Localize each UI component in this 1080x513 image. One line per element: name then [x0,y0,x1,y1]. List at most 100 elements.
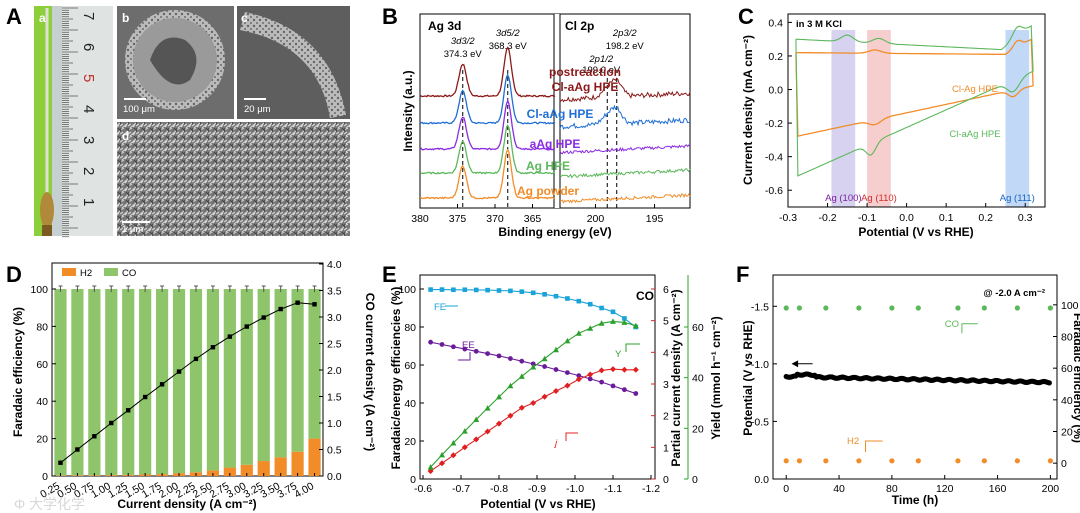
y-tick-label: 40 [404,398,416,410]
marker-j [587,371,594,378]
facet-band [867,30,891,207]
marker-j [553,388,559,394]
arrow-h2 [865,440,883,453]
co-current-line [60,302,315,464]
marker-j [461,444,468,451]
facet-band [1005,30,1030,207]
y3-tick-label: 60 [692,322,704,334]
scale-label-c: 20 μm [244,104,271,115]
xps-spectrum-ag [419,98,556,151]
marker-Y [518,373,525,379]
marker-Y [575,330,582,336]
condition-annotation: in 3 M KCl [796,19,842,30]
panel-a: A a 7 6 5 4 3 2 1 b 100 μm c 20 μm d 1 μm [6,4,350,238]
condition-annotation: @ -2.0 A cm⁻² [983,288,1045,299]
marker-EE [485,351,490,356]
x-tick-label: 120 [936,483,954,495]
ruler-digit: 1 [80,198,97,206]
fe-point-h2 [856,458,862,464]
marker-j [507,412,514,419]
series-label-j: j [553,438,558,449]
sem-surface [117,122,350,236]
bar-co [88,289,101,476]
marker-EE [508,356,513,361]
y2-tick-label: 0 [1061,458,1067,470]
plot-frame [787,13,1046,208]
co-current-point [142,394,148,400]
y-tick-label: 60 [36,359,48,371]
marker-Y [439,451,445,458]
co-current-point [278,306,283,312]
marker-j [450,452,457,459]
panel-label-c: C [738,4,754,29]
y-tick-label: 0.2 [768,51,783,63]
y2-tick-label: 0 [663,474,669,486]
y-tick-label: 60 [404,360,416,372]
arrow-co [961,323,978,334]
y2-tick-label: 3.5 [327,286,342,298]
panel-d-fe-bars: D 0.250.500.751.001.251.501.752.002.252.… [6,259,377,511]
marker-FE [622,316,627,321]
x-axis-label: Potential (V vs RHE) [480,497,595,511]
fe-point-h2 [796,458,803,464]
y-axis-label: Faradaic/energy efficiencies (%) [389,287,403,470]
ruler-digit: 6 [80,43,97,51]
y2-tick-label: 80 [1061,332,1073,344]
marker-EE [428,339,433,345]
x-axis-label: Current density (A cm⁻²) [117,497,256,511]
bar-co [105,289,118,476]
fe-point-h2 [1047,458,1053,464]
marker-FE [439,287,445,292]
peak-label: 3d3/2 [451,36,475,47]
fe-point-co [823,305,829,311]
ruler [62,6,113,236]
plot-frame [772,274,1058,480]
marker-Y [621,319,628,325]
y2-tick-label: 60 [1061,363,1073,375]
x-tick-label: -0.3 [779,212,797,224]
marker-EE [519,358,525,364]
series-label: Cl-aAg HPE [949,129,1000,140]
y-tick-label: -1.0 [751,359,769,371]
y3-tick-label: 20 [692,423,704,435]
xps-spectrum-cl [559,168,691,179]
bar-co [223,289,236,468]
marker-EE [576,373,582,379]
marker-EE [622,387,627,393]
x-tick-label: -0.2 [818,212,836,224]
y-tick-label: 20 [404,436,416,448]
bar-h2 [291,451,304,476]
ruler-digit: 5 [80,74,97,82]
arrowhead-potential [791,360,799,368]
fe-point-co [889,305,895,311]
y2-axis-label: Partial current density (A cm⁻²) [669,289,683,466]
y2-tick-label: 4.0 [327,259,342,271]
y2-tick-label: 5 [663,316,669,328]
ruler-digit: 3 [80,136,97,144]
bar-co [172,289,186,474]
bar-co [71,289,84,476]
marker-FE [428,287,433,292]
y-tick-label: -0.5 [751,416,769,428]
left-region-title: Ag 3d [428,19,461,33]
y-tick-label: 0.0 [754,474,769,486]
x-tick-label: -1.2 [642,483,660,495]
co-current-point [176,369,182,374]
x-tick-label: 365 [524,213,542,225]
y3-tick-label: 0 [692,474,698,486]
xps-spectrum-ag [419,124,556,175]
y2-tick-label: 100 [1061,300,1079,312]
bar-h2 [240,464,253,476]
ruler-digit: 7 [80,12,97,20]
y3-axis-label: Yield (mmol h⁻¹ cm⁻²) [709,316,723,440]
x-tick-label: -1.1 [604,483,622,495]
y-tick-label: -1.5 [751,301,769,313]
fe-point-h2 [955,458,961,464]
marker-EE [542,364,547,369]
ruler-digit: 2 [80,167,97,175]
co-current-point [227,334,233,339]
bar-co [139,289,152,475]
x-tick-label: 370 [486,213,504,225]
y-tick-label: 80 [36,321,48,333]
legend-label-h2: H2 [80,268,92,279]
